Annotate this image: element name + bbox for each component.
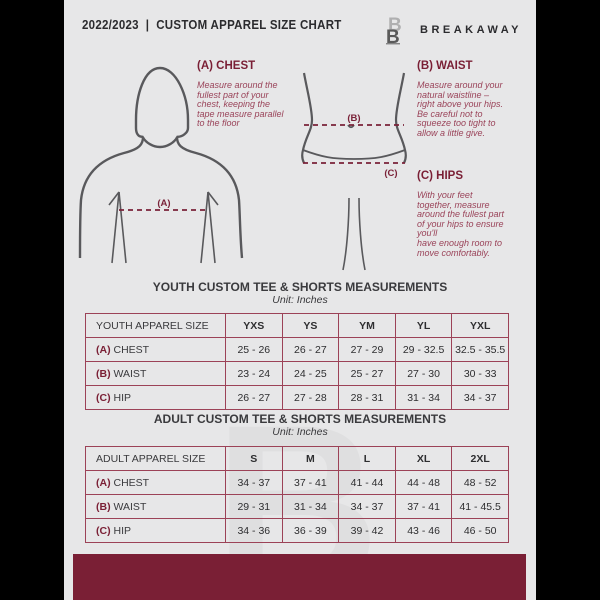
svg-text:(B): (B) xyxy=(347,113,360,124)
svg-text:(C): (C) xyxy=(384,168,397,179)
